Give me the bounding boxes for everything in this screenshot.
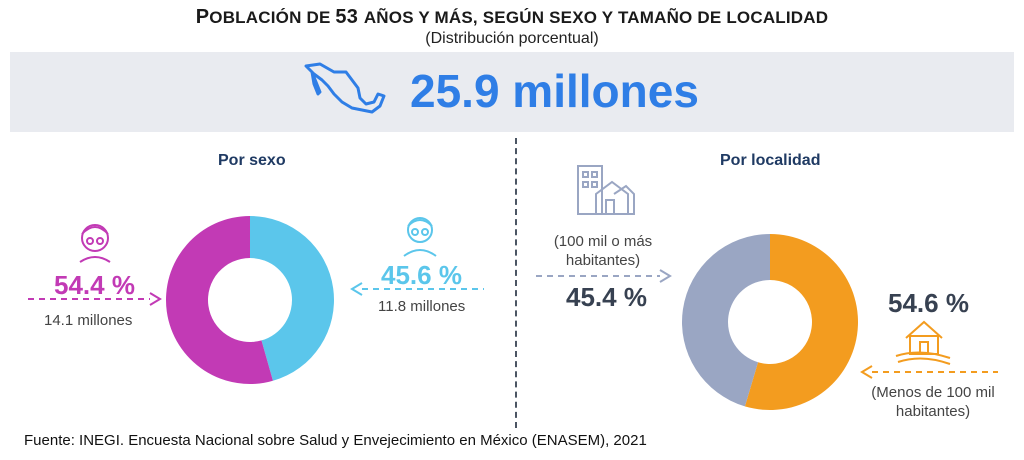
men-arrowhead [350,282,363,296]
women-arrowhead [149,292,162,306]
mexico-map-icon [304,62,386,114]
men-percent: 45.6 % [381,260,462,290]
woman-icon [79,224,111,263]
donut-localidad-slice-0 [744,234,859,410]
women-millions: 14.1 millones [44,312,133,329]
buildings-icon [577,165,635,215]
rural-arrowhead [860,365,873,379]
donut-localidad [682,234,859,410]
donut-sexo-slice-0 [250,216,335,381]
house-icon [895,320,951,365]
urban-label: (100 mil o más habitantes) [553,233,653,269]
donut-sexo-slice-1 [166,216,273,384]
rural-percent: 54.6 % [888,288,969,318]
chart-subtitle: (Distribución porcentual) [425,30,599,47]
donut-localidad-slice-1 [682,234,770,407]
total-population: 25.9 millones [410,65,699,117]
urban-percent: 45.4 % [566,282,647,312]
chart-title: POBLACIÓN DE 53 AÑOS Y MÁS, SEGÚN SEXO Y… [195,6,829,28]
total-banner [10,52,1014,132]
rural-label: (Menos de 100 mil habitantes) [871,384,995,420]
section-divider [515,138,517,428]
man-icon [403,217,437,257]
section-title-localidad: Por localidad [720,152,821,169]
section-title-sexo: Por sexo [218,152,286,169]
women-percent: 54.4 % [54,270,135,300]
source-note: Fuente: INEGI. Encuesta Nacional sobre S… [24,432,647,449]
men-millions: 11.8 millones [378,298,466,315]
donut-sexo [166,216,335,384]
urban-arrowhead [659,269,672,283]
